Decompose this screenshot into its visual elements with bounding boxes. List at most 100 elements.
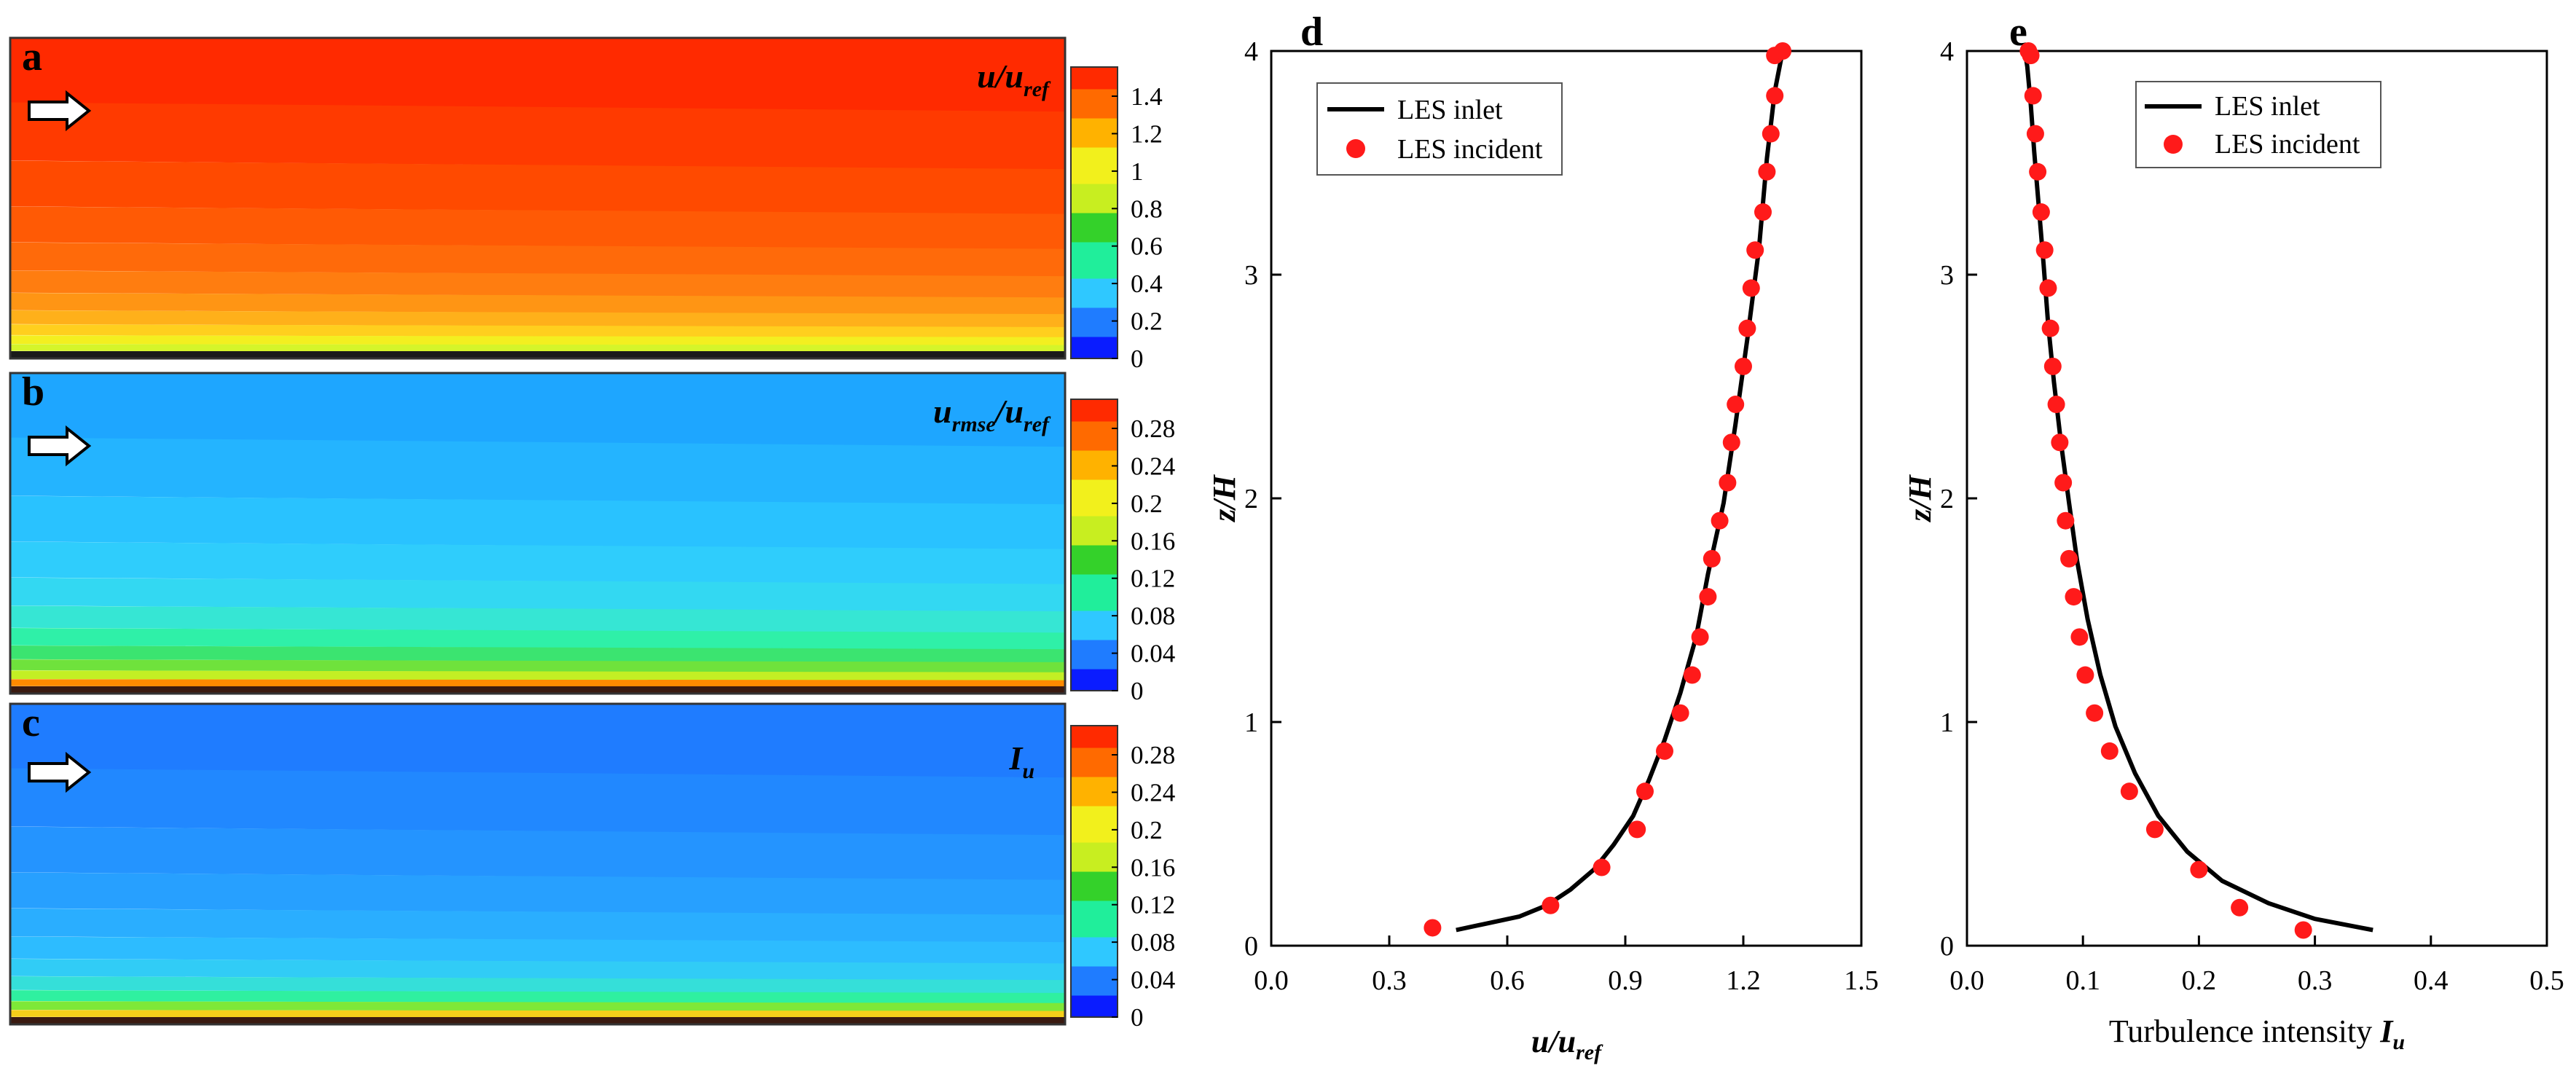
data-point-les-incident bbox=[2047, 396, 2065, 414]
colorbar-segment bbox=[1071, 286, 1118, 294]
data-point-les-incident bbox=[2051, 434, 2069, 452]
x-tick-label: 1.2 bbox=[1726, 965, 1761, 996]
y-axis-title-d: z/H bbox=[1206, 474, 1242, 522]
contour-band bbox=[10, 826, 1065, 881]
colorbar-segment bbox=[1071, 988, 1118, 996]
contour-band bbox=[10, 659, 1065, 673]
data-point-les-incident bbox=[1719, 474, 1737, 492]
legend-box-d bbox=[1316, 82, 1563, 176]
x-axis-title-e: Turbulence intensity Iu bbox=[2109, 1013, 2405, 1054]
colorbar-a-gradient bbox=[1071, 67, 1118, 359]
contour-band bbox=[10, 1010, 1065, 1018]
data-point-les-incident bbox=[2019, 42, 2038, 60]
colorbar-segment bbox=[1071, 118, 1118, 126]
colorbar-segment bbox=[1071, 523, 1118, 531]
data-point-les-incident bbox=[2086, 704, 2104, 722]
contour-band bbox=[10, 1001, 1065, 1012]
colorbar-segment bbox=[1071, 1003, 1118, 1011]
colorbar-tick-label: 0 bbox=[1131, 345, 1144, 373]
colorbar-segment bbox=[1071, 777, 1118, 785]
colorbar-tick-label: 1 bbox=[1131, 157, 1144, 186]
colorbar-segment bbox=[1071, 769, 1118, 777]
data-point-les-incident bbox=[1636, 782, 1654, 801]
x-tick-label: 0.9 bbox=[1608, 965, 1643, 996]
colorbar-segment bbox=[1071, 443, 1118, 451]
x-tick-label: 1.5 bbox=[1844, 965, 1879, 996]
colorbar-segment bbox=[1071, 538, 1118, 546]
colorbar-segment bbox=[1071, 944, 1118, 952]
colorbar-segment bbox=[1071, 733, 1118, 741]
x-ticks-e: 0.0 0.1 0.2 0.3 0.4 0.5 bbox=[1949, 935, 2564, 996]
y-tick-label: 2 bbox=[1940, 484, 1954, 514]
y-axis-title-e: z/H bbox=[1902, 474, 1938, 522]
data-point-les-incident bbox=[1766, 87, 1784, 105]
contour-band bbox=[10, 292, 1065, 315]
colorbar-segment bbox=[1071, 973, 1118, 981]
colorbar-segment bbox=[1071, 472, 1118, 480]
colorbar-segment bbox=[1071, 458, 1118, 466]
colorbar-segment bbox=[1071, 654, 1118, 662]
y-tick-label: 4 bbox=[1244, 36, 1258, 67]
panel-letter-c: c bbox=[22, 700, 40, 745]
data-point-les-incident bbox=[1754, 203, 1772, 221]
data-point-les-incident bbox=[1774, 42, 1791, 60]
colorbar-tick-label: 0 bbox=[1131, 677, 1144, 705]
variable-label-b-sub: rmse bbox=[952, 412, 996, 436]
colorbar-segment bbox=[1071, 96, 1118, 104]
data-point-les-incident bbox=[1742, 279, 1760, 297]
colorbar-tick-label: 0.2 bbox=[1131, 307, 1163, 336]
legend-label-inlet: LES inlet bbox=[2215, 91, 2320, 122]
colorbar-tick-label: 0.08 bbox=[1131, 602, 1175, 630]
colorbar-segment bbox=[1071, 487, 1118, 495]
legend-marker-swatch bbox=[1346, 139, 1365, 158]
contour-field-c bbox=[10, 704, 1065, 1024]
colorbar-segment bbox=[1071, 337, 1118, 345]
colorbar-segment bbox=[1071, 791, 1118, 799]
contour-band bbox=[10, 324, 1065, 338]
contour-band bbox=[10, 704, 1065, 779]
colorbar-b: 0.28 0.24 0.2 0.16 0.12 0.08 0.04 0 bbox=[1070, 399, 1175, 705]
colorbar-segment bbox=[1071, 399, 1118, 407]
flow-direction-arrow-icon bbox=[28, 425, 92, 467]
colorbar-segment bbox=[1071, 662, 1118, 670]
colorbar-segment bbox=[1071, 501, 1118, 509]
colorbar-segment bbox=[1071, 307, 1118, 315]
colorbar-segment bbox=[1071, 632, 1118, 640]
data-point-les-incident bbox=[1746, 241, 1764, 259]
colorbar-c-frame bbox=[1070, 725, 1118, 1018]
colorbar-segment bbox=[1071, 344, 1118, 352]
colorbar-segment bbox=[1071, 125, 1118, 133]
colorbar-segment bbox=[1071, 618, 1118, 626]
colorbar-segment bbox=[1071, 140, 1118, 148]
colorbar-segment bbox=[1071, 864, 1118, 872]
contour-band bbox=[10, 605, 1065, 634]
panel-letter-d: d bbox=[1300, 9, 1323, 55]
colorbar-segment bbox=[1071, 560, 1118, 568]
colorbar-segment bbox=[1071, 278, 1118, 286]
colorbar-segment bbox=[1071, 264, 1118, 272]
colorbar-segment bbox=[1071, 842, 1118, 850]
colorbar-segment bbox=[1071, 67, 1118, 75]
data-point-les-incident bbox=[2029, 162, 2047, 181]
y-tick-label: 1 bbox=[1244, 707, 1258, 738]
contour-band bbox=[10, 976, 1065, 994]
colorbar-segment bbox=[1071, 676, 1118, 684]
y-tick-label: 0 bbox=[1244, 931, 1258, 962]
colorbar-segment bbox=[1071, 184, 1118, 192]
colorbar-segment bbox=[1071, 901, 1118, 909]
data-point-les-incident bbox=[2041, 319, 2059, 337]
variable-label-a-sub: ref bbox=[1024, 77, 1051, 101]
data-point-les-incident bbox=[1722, 434, 1740, 452]
colorbar-segment bbox=[1071, 625, 1118, 633]
colorbar-segment bbox=[1071, 806, 1118, 814]
colorbar-segment bbox=[1071, 351, 1118, 359]
colorbar-segment bbox=[1071, 494, 1118, 502]
colorbar-segment bbox=[1071, 879, 1118, 887]
colorbar-segment bbox=[1071, 995, 1118, 1003]
colorbar-tick-label: 0.6 bbox=[1131, 232, 1163, 261]
colorbar-segment bbox=[1071, 421, 1118, 429]
variable-label-c-sub: u bbox=[1022, 759, 1034, 783]
data-point-les-incident bbox=[1656, 742, 1673, 760]
